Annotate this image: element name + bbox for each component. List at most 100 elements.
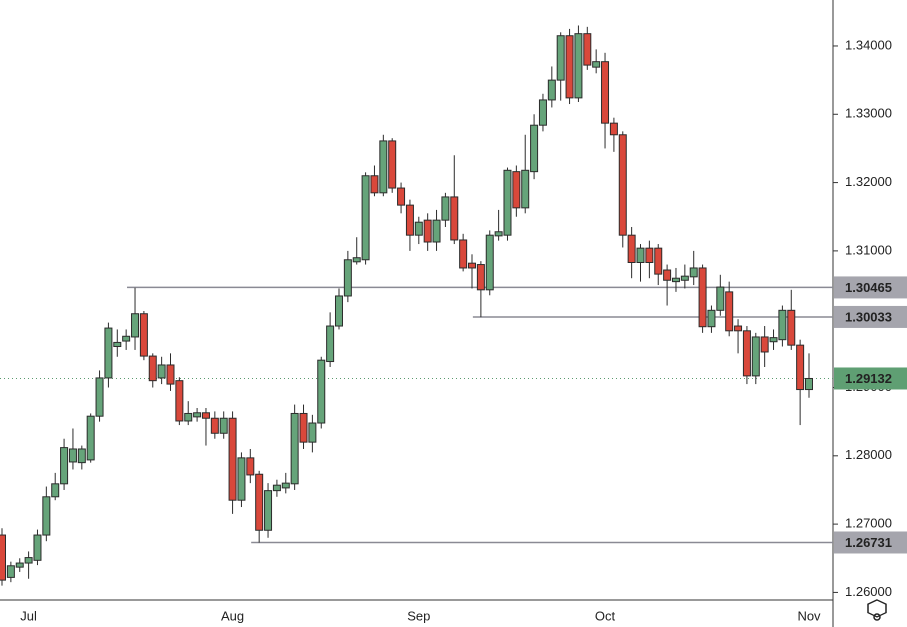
candle-body bbox=[654, 247, 663, 275]
candle-body bbox=[148, 355, 157, 382]
candle-body bbox=[530, 124, 539, 173]
current-price-label: 1.29132 bbox=[845, 371, 892, 386]
candle-body bbox=[219, 417, 228, 434]
level-label-box bbox=[834, 531, 907, 554]
candle-body bbox=[228, 417, 237, 501]
x-tick-label: Sep bbox=[407, 608, 430, 623]
candle-body bbox=[734, 325, 743, 332]
candle-body bbox=[698, 267, 707, 328]
candle-body bbox=[15, 562, 24, 568]
candle-body bbox=[583, 33, 592, 66]
candle-body bbox=[609, 122, 618, 136]
candle-body bbox=[326, 325, 335, 363]
candle-body bbox=[122, 335, 131, 342]
candle-body bbox=[370, 175, 379, 194]
candle-body bbox=[574, 33, 583, 99]
candle-body bbox=[77, 448, 86, 464]
candle-body bbox=[689, 267, 698, 278]
candle-body bbox=[290, 412, 299, 485]
candle-body bbox=[680, 275, 689, 281]
candle-body bbox=[503, 169, 512, 236]
candle-body bbox=[414, 221, 423, 236]
x-tick-label: Jul bbox=[20, 608, 37, 623]
candle-body bbox=[0, 534, 6, 581]
candle-body bbox=[237, 457, 246, 501]
x-tick-label: Nov bbox=[797, 608, 821, 623]
candle-body bbox=[113, 341, 122, 348]
candle-body bbox=[707, 309, 716, 328]
candle-body bbox=[139, 313, 148, 357]
candle-body bbox=[405, 204, 414, 236]
candle-body bbox=[175, 380, 184, 422]
y-tick-label: 1.26000 bbox=[845, 584, 892, 599]
candle-body bbox=[131, 313, 140, 338]
level-label: 1.30033 bbox=[845, 309, 892, 324]
candle-body bbox=[459, 239, 468, 269]
current-price-box bbox=[834, 367, 907, 390]
candle-body bbox=[343, 259, 352, 297]
candle-body bbox=[787, 309, 796, 346]
candle-body bbox=[751, 336, 760, 377]
candle-body bbox=[778, 309, 787, 341]
candle-body bbox=[432, 219, 441, 243]
candle-body bbox=[618, 134, 627, 236]
candle-body bbox=[538, 99, 547, 126]
candle-body bbox=[468, 262, 477, 269]
candle-body bbox=[264, 490, 273, 531]
candle-body bbox=[636, 247, 645, 263]
candle-body bbox=[601, 61, 610, 124]
candle-body bbox=[769, 337, 778, 343]
candle-body bbox=[60, 447, 69, 485]
candle-body bbox=[556, 35, 565, 81]
candle-body bbox=[33, 534, 42, 561]
candle-body bbox=[51, 483, 60, 498]
y-tick-label: 1.34000 bbox=[845, 37, 892, 52]
candle-body bbox=[193, 412, 202, 418]
settings-icon[interactable] bbox=[867, 599, 887, 621]
candle-body bbox=[86, 415, 95, 461]
candle-body bbox=[627, 234, 636, 264]
candle-body bbox=[565, 35, 574, 99]
candle-body bbox=[246, 457, 255, 476]
candle-body bbox=[184, 412, 193, 422]
candle-body bbox=[671, 277, 680, 283]
candle-body bbox=[547, 79, 556, 101]
candle-body bbox=[441, 196, 450, 221]
candle-body bbox=[352, 257, 361, 263]
level-label: 1.26731 bbox=[845, 535, 892, 550]
y-tick-label: 1.32000 bbox=[845, 174, 892, 189]
y-tick-label: 1.27000 bbox=[845, 516, 892, 531]
candle-body bbox=[299, 412, 308, 443]
candle-body bbox=[476, 264, 485, 291]
candle-body bbox=[796, 344, 805, 391]
candle-body bbox=[272, 484, 281, 492]
candle-body bbox=[317, 359, 326, 424]
candle-body bbox=[521, 169, 530, 209]
candle-body bbox=[281, 482, 290, 489]
y-tick-label: 1.31000 bbox=[845, 242, 892, 257]
candle-body bbox=[725, 291, 734, 332]
level-label: 1.30465 bbox=[845, 280, 892, 295]
candle-body bbox=[42, 496, 51, 536]
candle-body bbox=[760, 336, 769, 353]
candle-body bbox=[6, 565, 15, 578]
level-label-box bbox=[834, 305, 907, 328]
candle-body bbox=[388, 140, 397, 189]
candle-body bbox=[450, 196, 459, 241]
x-tick-label: Oct bbox=[595, 608, 616, 623]
candle-body bbox=[201, 412, 210, 419]
candle-body bbox=[308, 422, 317, 443]
y-tick-label: 1.33000 bbox=[845, 106, 892, 121]
candle-body bbox=[379, 140, 388, 194]
candle-body bbox=[104, 327, 113, 379]
candle-body bbox=[334, 295, 343, 327]
candle-body bbox=[423, 219, 432, 243]
candle-body bbox=[166, 364, 175, 385]
level-label-box bbox=[834, 276, 907, 299]
candle-body bbox=[95, 377, 104, 417]
candle-body bbox=[485, 234, 494, 291]
candle-body bbox=[68, 448, 77, 463]
candle-body bbox=[361, 175, 370, 261]
candle-body bbox=[157, 364, 166, 379]
